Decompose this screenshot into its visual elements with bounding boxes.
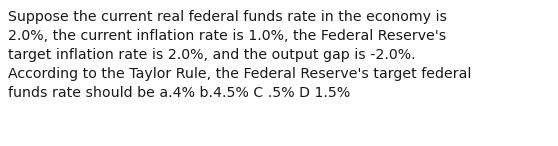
Text: Suppose the current real federal funds rate in the economy is
2.0%, the current : Suppose the current real federal funds r…: [8, 10, 472, 100]
